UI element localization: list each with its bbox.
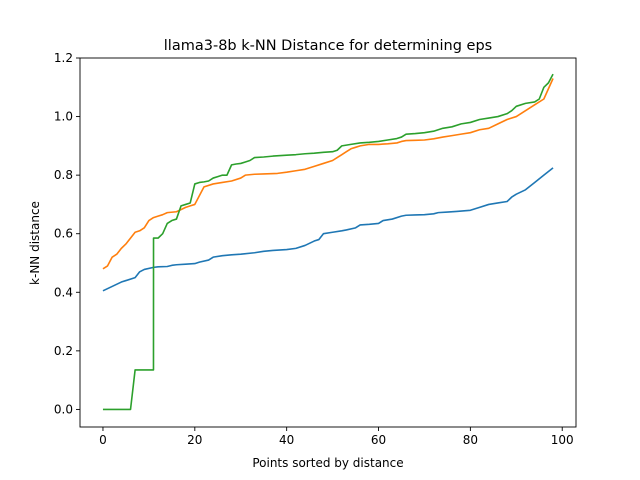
series-line-2 <box>102 78 554 270</box>
series-line-3 <box>102 73 554 411</box>
plot-area <box>79 57 577 428</box>
y-tick-label: 0.6 <box>54 227 73 241</box>
y-tick-label: 0.0 <box>54 402 73 416</box>
x-tick-label: 60 <box>371 433 386 447</box>
x-axis-ticks: 0 20 40 60 80 100 <box>99 427 574 447</box>
series-line-1 <box>102 167 554 292</box>
chart-title: llama3-8b k-NN Distance for determining … <box>164 38 492 54</box>
y-tick-label: 1.2 <box>54 51 73 65</box>
plot-frame <box>79 57 577 428</box>
x-tick-label: 20 <box>187 433 202 447</box>
x-tick-label: 0 <box>99 433 107 447</box>
y-tick-label: 0.2 <box>54 344 73 358</box>
x-tick-label: 100 <box>551 433 574 447</box>
x-tick-label: 40 <box>279 433 294 447</box>
x-tick-label: 80 <box>463 433 478 447</box>
y-axis-ticks: 0.0 0.2 0.4 0.6 0.8 1.0 1.2 <box>54 51 80 416</box>
y-tick-label: 0.4 <box>54 285 73 299</box>
y-tick-label: 1.0 <box>54 110 73 124</box>
y-tick-label: 0.8 <box>54 168 73 182</box>
y-axis-label: k-NN distance <box>28 201 42 285</box>
x-axis-label: Points sorted by distance <box>252 456 403 470</box>
